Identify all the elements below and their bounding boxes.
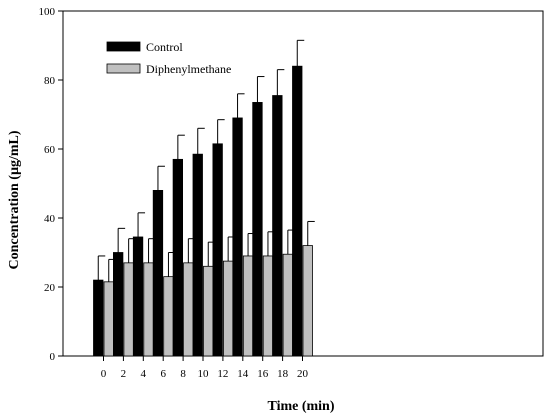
x-tick-label: 20: [297, 368, 309, 380]
x-tick-label: 6: [160, 368, 166, 380]
x-tick-label: 18: [277, 368, 289, 380]
x-tick-label: 0: [101, 368, 107, 380]
bar-control: [132, 236, 144, 357]
y-tick-label: 20: [44, 282, 56, 294]
plot-area: 0 20 40 60 80 100 0 2 4 6 8 10 12 14 16 18 20: [39, 6, 544, 380]
x-tick-label: 2: [121, 368, 127, 380]
x-tick-label: 16: [257, 368, 269, 380]
x-tick-label: 14: [237, 368, 249, 380]
bar-control: [152, 189, 164, 357]
bar-diphenylmethane: [163, 276, 174, 357]
bar-control: [172, 158, 184, 357]
x-tick-label: 12: [217, 368, 228, 380]
bar-diphenylmethane: [123, 262, 134, 357]
bar-control: [292, 65, 303, 357]
bar-control: [272, 95, 283, 357]
bar-diphenylmethane: [143, 262, 154, 357]
legend-swatch: [106, 41, 141, 52]
x-axis-title: Time (min): [267, 399, 334, 414]
bar-control: [113, 252, 124, 357]
y-tick-label: 0: [50, 351, 56, 363]
bar-diphenylmethane: [282, 253, 294, 357]
y-tick-label: 80: [44, 75, 56, 87]
y-tick-label: 60: [44, 144, 56, 156]
bar-control: [252, 102, 263, 357]
legend-label: Diphenylmethane: [146, 62, 231, 76]
bar-diphenylmethane: [203, 265, 214, 357]
bar-diphenylmethane: [262, 255, 274, 357]
legend: Control Diphenylmethane: [106, 40, 231, 76]
bar-control: [93, 279, 104, 357]
y-tick-label: 40: [44, 213, 56, 225]
bar-diphenylmethane: [222, 260, 234, 357]
y-tick-label: 100: [39, 6, 56, 18]
bar-diphenylmethane: [103, 281, 114, 357]
x-tick-label: 8: [180, 368, 186, 380]
bar-control: [192, 153, 203, 357]
legend-swatch: [106, 63, 141, 74]
x-tick-label: 4: [141, 368, 147, 380]
bar-control: [212, 143, 223, 357]
bar-control: [232, 117, 243, 357]
bar-diphenylmethane: [242, 255, 254, 357]
x-tick-label: 10: [198, 368, 210, 380]
legend-label: Control: [146, 40, 183, 54]
y-axis-title: Concentration (µg/mL): [7, 130, 22, 269]
bar-diphenylmethane: [183, 262, 194, 357]
bar-diphenylmethane: [302, 245, 313, 357]
